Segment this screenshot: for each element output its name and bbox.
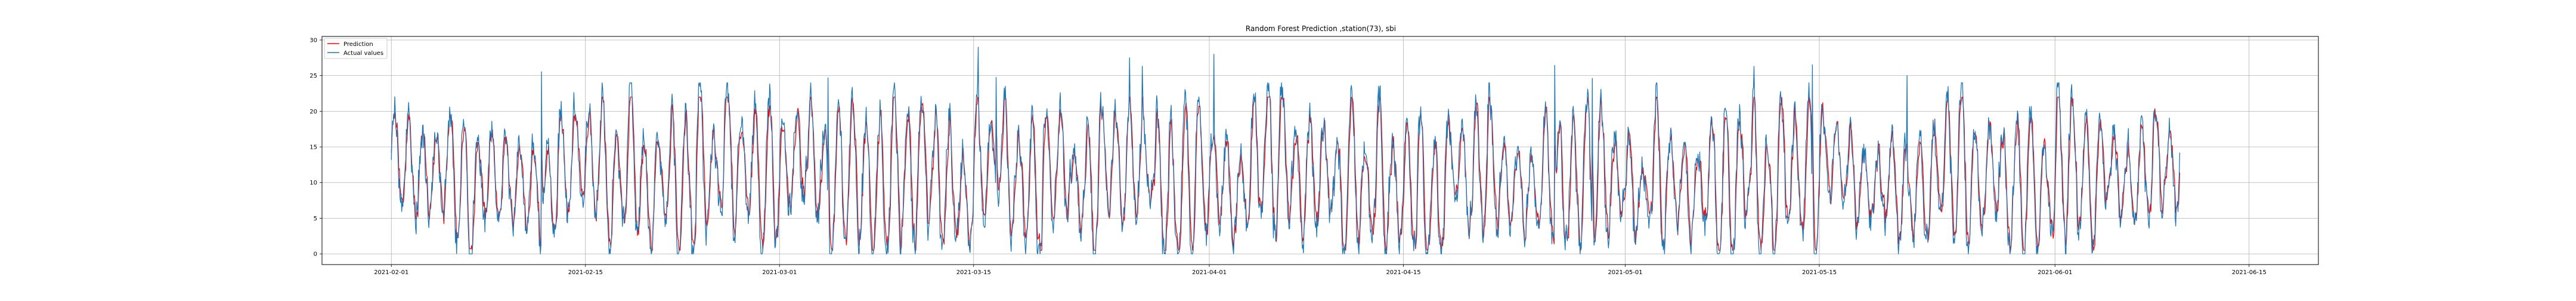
legend-label-prediction: Prediction <box>343 41 373 48</box>
x-tick-label: 2021-02-15 <box>568 269 603 276</box>
x-tick-label: 2021-05-15 <box>1802 269 1837 276</box>
legend-label-actual: Actual values <box>343 50 383 57</box>
y-tick-label: 15 <box>309 145 317 151</box>
x-axis: 2021-02-01 2021-02-15 2021-03-01 2021-03-15… <box>374 265 2267 276</box>
x-tick-label: 2021-06-01 <box>2038 269 2072 276</box>
series-line-actual-values <box>391 47 2181 254</box>
y-axis: 0 5 10 15 20 25 30 <box>309 37 322 258</box>
y-tick-label: 10 <box>309 180 317 186</box>
legend: Prediction Actual values <box>324 38 388 59</box>
legend-box <box>324 38 388 59</box>
y-tick-label: 20 <box>309 109 317 115</box>
x-tick-label: 2021-04-15 <box>1386 269 1420 276</box>
x-tick-label: 2021-03-15 <box>956 269 991 276</box>
chart-title: Random Forest Prediction ,station(73), s… <box>1246 24 1396 33</box>
x-tick-label: 2021-03-01 <box>762 269 797 276</box>
y-tick-label: 25 <box>309 73 317 79</box>
x-tick-label: 2021-06-15 <box>2232 269 2267 276</box>
plot-frame <box>321 36 2319 265</box>
series-layer <box>391 47 2181 254</box>
x-tick-label: 2021-02-01 <box>374 269 408 276</box>
series-line-prediction <box>391 96 2181 251</box>
y-tick-label: 5 <box>314 216 317 222</box>
grid <box>322 36 2318 265</box>
y-tick-label: 30 <box>309 37 317 44</box>
x-tick-label: 2021-04-01 <box>1192 269 1227 276</box>
x-tick-label: 2021-05-01 <box>1608 269 1642 276</box>
y-tick-label: 0 <box>314 251 317 258</box>
